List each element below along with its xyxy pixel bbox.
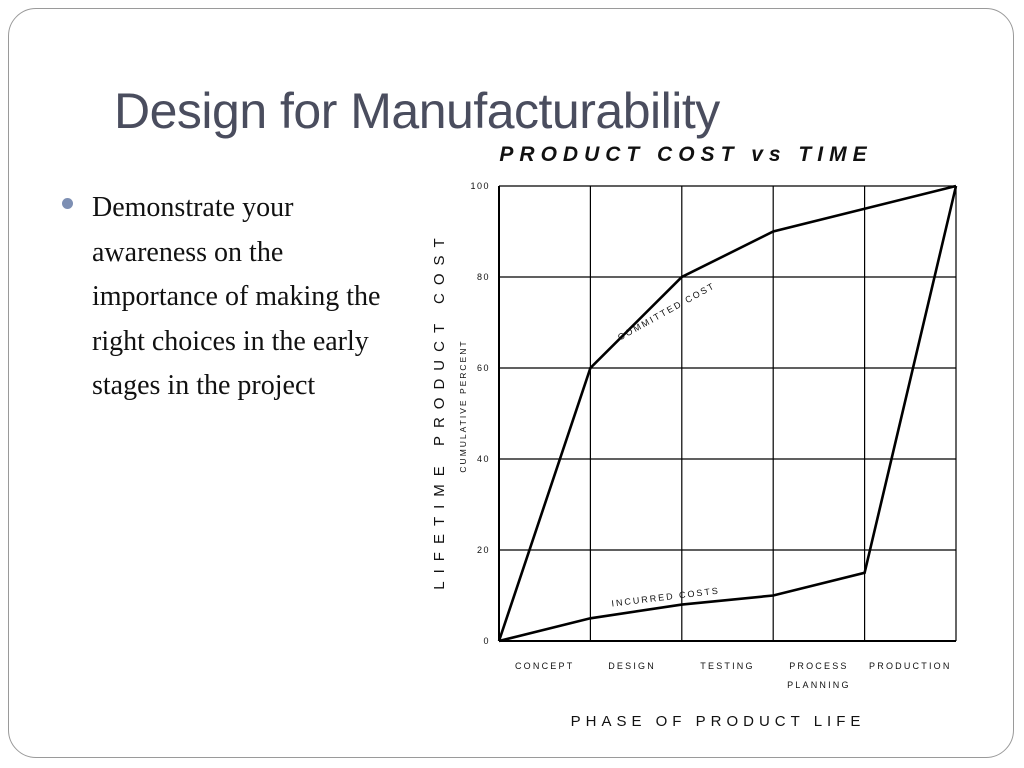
series-line-committed-cost [497, 184, 957, 642]
bullet-dot [62, 198, 73, 209]
x-tick-label: PRODUCTION [869, 661, 952, 671]
x-tick-label: DESIGN [608, 661, 656, 671]
y-tick-label: 80 [477, 272, 490, 282]
y-tick-label: 0 [483, 636, 490, 646]
bullet-list: Demonstrate your awareness on the import… [62, 186, 382, 409]
x-tick-label: PLANNING [787, 680, 851, 690]
x-tick-label: PROCESS [789, 661, 848, 671]
x-tick-label: CONCEPT [515, 661, 574, 671]
series-label-committed-cost: COMMITTED COST [616, 280, 717, 342]
y-tick-label: 40 [477, 454, 490, 464]
series-label-incurred-costs: INCURRED COSTS [611, 585, 720, 608]
slide-title: Design for Manufacturability [114, 83, 720, 139]
chart-grid [498, 185, 957, 642]
slide-frame [8, 8, 1014, 758]
y-axis-label: LIFETIME PRODUCT COST [431, 230, 448, 589]
x-axis-label: PHASE OF PRODUCT LIFE [571, 713, 866, 730]
bullet-text: Demonstrate your awareness on the import… [92, 192, 381, 401]
series-lines [497, 184, 958, 643]
y-tick-label: 100 [470, 181, 490, 191]
x-tick-labels: CONCEPT DESIGN TESTING PROCESS PLANNING PRODU… [515, 661, 952, 690]
series-line-incurred-costs [498, 185, 958, 643]
y-tick-label: 60 [477, 363, 490, 373]
y-axis-secondary-label: CUMULATIVE PERCENT [458, 339, 468, 472]
x-tick-label: TESTING [700, 661, 754, 671]
y-tick-label: 20 [477, 545, 490, 555]
chart-title: PRODUCT COST vs TIME [499, 143, 872, 166]
y-tick-labels: 0 20 40 60 80 100 [470, 181, 490, 646]
